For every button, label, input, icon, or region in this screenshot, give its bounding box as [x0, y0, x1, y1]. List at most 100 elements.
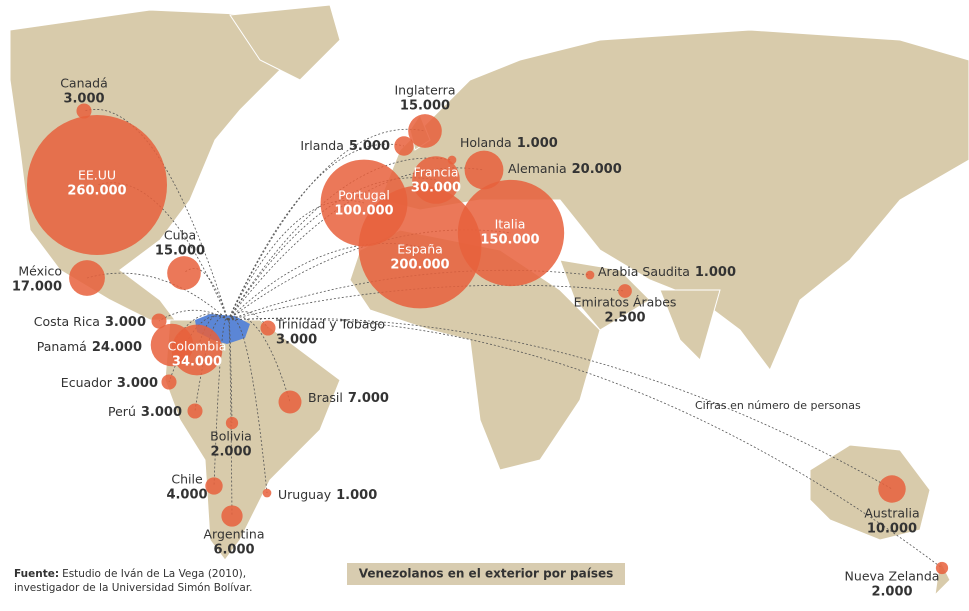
- labels: Canadá3.000EE.UU260.000México17.000Cuba1…: [12, 76, 940, 600]
- bubble: [935, 561, 949, 575]
- link: [194, 316, 229, 412]
- country-label: Panamá 24.000: [37, 339, 142, 355]
- country-name: Costa Rica: [34, 314, 100, 329]
- country-value: 260.000: [67, 184, 126, 199]
- country-name: España: [397, 242, 443, 257]
- bubble: [151, 313, 167, 329]
- link: [227, 317, 893, 490]
- bubble: [412, 156, 460, 204]
- bubble: [225, 416, 239, 430]
- title: Venezolanos en el exterior por países: [359, 567, 614, 581]
- bubble: [260, 320, 276, 336]
- country-name: Brasil: [308, 390, 343, 405]
- country-name: Italia: [495, 217, 526, 232]
- bubble: [76, 103, 92, 119]
- country-value: 1.000: [336, 488, 377, 503]
- country-name: Panamá: [37, 339, 87, 354]
- country-name: Francia: [413, 165, 458, 180]
- country-value: 30.000: [411, 181, 461, 196]
- country-name: Alemania: [508, 161, 567, 176]
- note: Cifras en número de personas: [695, 399, 861, 412]
- country-name: Holanda: [460, 135, 512, 150]
- bubble: [278, 390, 302, 414]
- country-name: Inglaterra: [395, 83, 456, 98]
- country-name: Irlanda: [300, 138, 343, 153]
- bubble: [878, 475, 906, 503]
- country-label: Costa Rica 3.000: [34, 314, 146, 330]
- country-name: Ecuador: [61, 375, 113, 390]
- arabia: [559, 259, 651, 331]
- bubble: [394, 136, 414, 156]
- country-name: Uruguay: [278, 487, 332, 502]
- country-label: Perú 3.000: [108, 404, 182, 420]
- country-label: Brasil 7.000: [308, 390, 389, 406]
- country-name: México: [18, 264, 62, 279]
- country-name: Perú: [108, 404, 136, 419]
- country-label: Holanda 1.000: [460, 135, 558, 151]
- india: [659, 289, 721, 361]
- country-label: Arabia Saudita 1.000: [598, 264, 736, 280]
- country-name: Canadá: [60, 76, 108, 91]
- source-line: Estudio de Iván de La Vega (2010),: [62, 568, 246, 580]
- country-value: 5.000: [349, 139, 390, 154]
- country-name: Nueva Zelanda: [845, 569, 940, 584]
- country-value: 2.500: [604, 311, 645, 326]
- link: [183, 268, 229, 321]
- eurasia: [379, 29, 969, 371]
- country-value: 4.000: [166, 488, 207, 503]
- link: [227, 243, 421, 321]
- country-value: 2.000: [871, 585, 912, 600]
- country-value: 1.000: [695, 265, 736, 280]
- link: [227, 128, 426, 321]
- south-america: [164, 319, 341, 561]
- country-name: Arabia Saudita: [598, 264, 690, 279]
- bubble: [408, 114, 442, 148]
- country-name: EE.UU: [78, 168, 116, 183]
- bubble: [205, 477, 223, 495]
- country-label: Alemania 20.000: [508, 161, 622, 177]
- source-line: investigador de la Universidad Simón Bol…: [14, 582, 253, 594]
- link: [227, 316, 233, 424]
- bubble: [69, 260, 105, 296]
- continents: [9, 4, 969, 597]
- country-label: Ecuador 3.000: [61, 375, 158, 391]
- bubble: [262, 488, 272, 498]
- country-value: 6.000: [213, 543, 254, 558]
- bubble: [187, 403, 203, 419]
- country-value: 17.000: [12, 280, 62, 295]
- country-name: Trinidad y Tobago: [275, 317, 385, 332]
- country-name: Australia: [864, 506, 919, 521]
- bubble: [447, 155, 457, 165]
- country-value: 15.000: [155, 244, 205, 259]
- country-value: 7.000: [348, 391, 389, 406]
- country-name: Colombia: [168, 339, 227, 354]
- bubble: [585, 270, 595, 280]
- country-value: 3.000: [105, 315, 146, 330]
- country-value: 1.000: [517, 136, 558, 151]
- country-name: Chile: [171, 472, 203, 487]
- country-value: 150.000: [480, 233, 539, 248]
- country-value: 24.000: [92, 340, 142, 355]
- link: [83, 109, 229, 321]
- bubble: [457, 179, 565, 287]
- title-bar: [347, 563, 625, 585]
- country-name: Bolivia: [210, 429, 252, 444]
- country-value: 3.000: [63, 92, 104, 107]
- link: [227, 316, 291, 403]
- bubble: [464, 150, 504, 190]
- bubbles: [27, 103, 949, 575]
- source-label: Fuente:: [14, 568, 59, 580]
- bubble: [618, 284, 632, 298]
- bubble: [167, 256, 201, 290]
- country-value: 100.000: [334, 204, 393, 219]
- country-value: 2.000: [210, 445, 251, 460]
- bubble: [320, 159, 408, 247]
- source: Fuente: Estudio de Iván de La Vega (2010)…: [14, 568, 246, 580]
- bubble: [161, 374, 177, 390]
- country-value: 200.000: [390, 258, 449, 273]
- country-value: 3.000: [117, 376, 158, 391]
- country-label: Uruguay 1.000: [278, 487, 377, 503]
- bubble: [27, 115, 167, 255]
- country-label: Irlanda 5.000: [300, 138, 390, 154]
